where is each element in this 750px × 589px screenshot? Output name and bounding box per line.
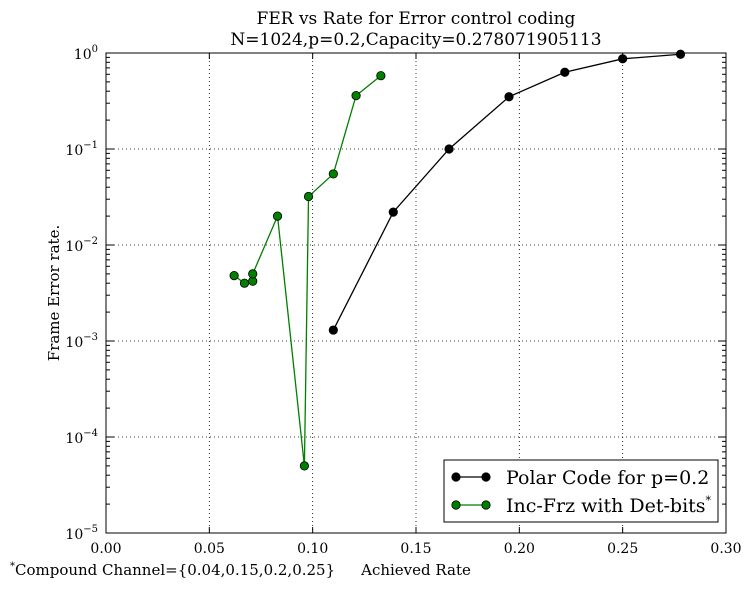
series-line	[233, 75, 382, 466]
chart-subtitle: N=1024,p=0.2,Capacity=0.278071905113	[230, 30, 601, 50]
footnote-mark: *	[10, 561, 15, 572]
legend-marker	[481, 500, 491, 510]
data-point	[328, 169, 338, 179]
legend-marker	[481, 472, 491, 482]
data-point	[504, 92, 514, 102]
x-tick-labels: 0.00 0.05 0.10 0.15 0.20 0.25 0.30	[90, 541, 741, 557]
x-tick-label: 0.05	[194, 541, 225, 557]
y-tick-label: 10−5	[65, 524, 98, 543]
data-point	[444, 144, 454, 154]
legend-box	[443, 459, 719, 523]
x-axis-label: Achieved Rate	[360, 561, 471, 579]
x-tick-label: 0.10	[297, 541, 328, 557]
x-tick-label: 0.30	[710, 541, 741, 557]
series-1	[328, 49, 686, 335]
data-point	[299, 461, 309, 471]
x-tick-label: 0.25	[607, 541, 638, 557]
data-point	[248, 269, 258, 279]
data-point	[303, 191, 314, 202]
y-tick-label: 10−2	[65, 236, 98, 255]
legend-label: Polar Code for p=0.2	[506, 467, 709, 489]
series-layer	[229, 49, 686, 471]
footnote: *Compound Channel={0.04,0.15,0.2,0.25}	[10, 561, 335, 579]
footnote-text: Compound Channel={0.04,0.15,0.2,0.25}	[15, 561, 335, 579]
series-2	[229, 71, 386, 471]
y-tick-label: 100	[74, 44, 98, 63]
legend-label: Inc-Frz with Det-bits*	[506, 494, 712, 517]
data-point	[272, 211, 283, 221]
y-tick-label: 10−3	[65, 332, 98, 351]
data-point	[388, 207, 398, 217]
data-point	[675, 49, 686, 59]
data-point	[328, 325, 338, 335]
x-tick-label: 0.00	[90, 541, 121, 557]
y-tick-labels: 100 10−1 10−2 10−3 10−4 10−5	[65, 44, 98, 543]
grid-lines	[106, 53, 726, 533]
legend-entry: Polar Code for p=0.2	[451, 467, 709, 489]
legend-marker	[451, 472, 461, 482]
y-axis-label: Frame Error rate.	[45, 225, 63, 361]
y-tick-label: 10−1	[65, 140, 98, 159]
data-point	[239, 278, 250, 288]
data-point	[376, 71, 386, 81]
x-tick-label: 0.15	[400, 541, 431, 557]
legend-marker	[451, 500, 461, 510]
data-point	[351, 90, 361, 101]
y-tick-label: 10−4	[65, 428, 98, 447]
data-point	[229, 271, 239, 281]
legend-entry: Inc-Frz with Det-bits*	[451, 494, 712, 517]
axis-ticks	[105, 52, 727, 534]
legend: Polar Code for p=0.2 Inc-Frz with Det-bit…	[443, 459, 719, 523]
x-tick-label: 0.20	[504, 541, 535, 557]
data-point	[560, 67, 570, 77]
chart-title: FER vs Rate for Error control coding	[257, 9, 576, 29]
